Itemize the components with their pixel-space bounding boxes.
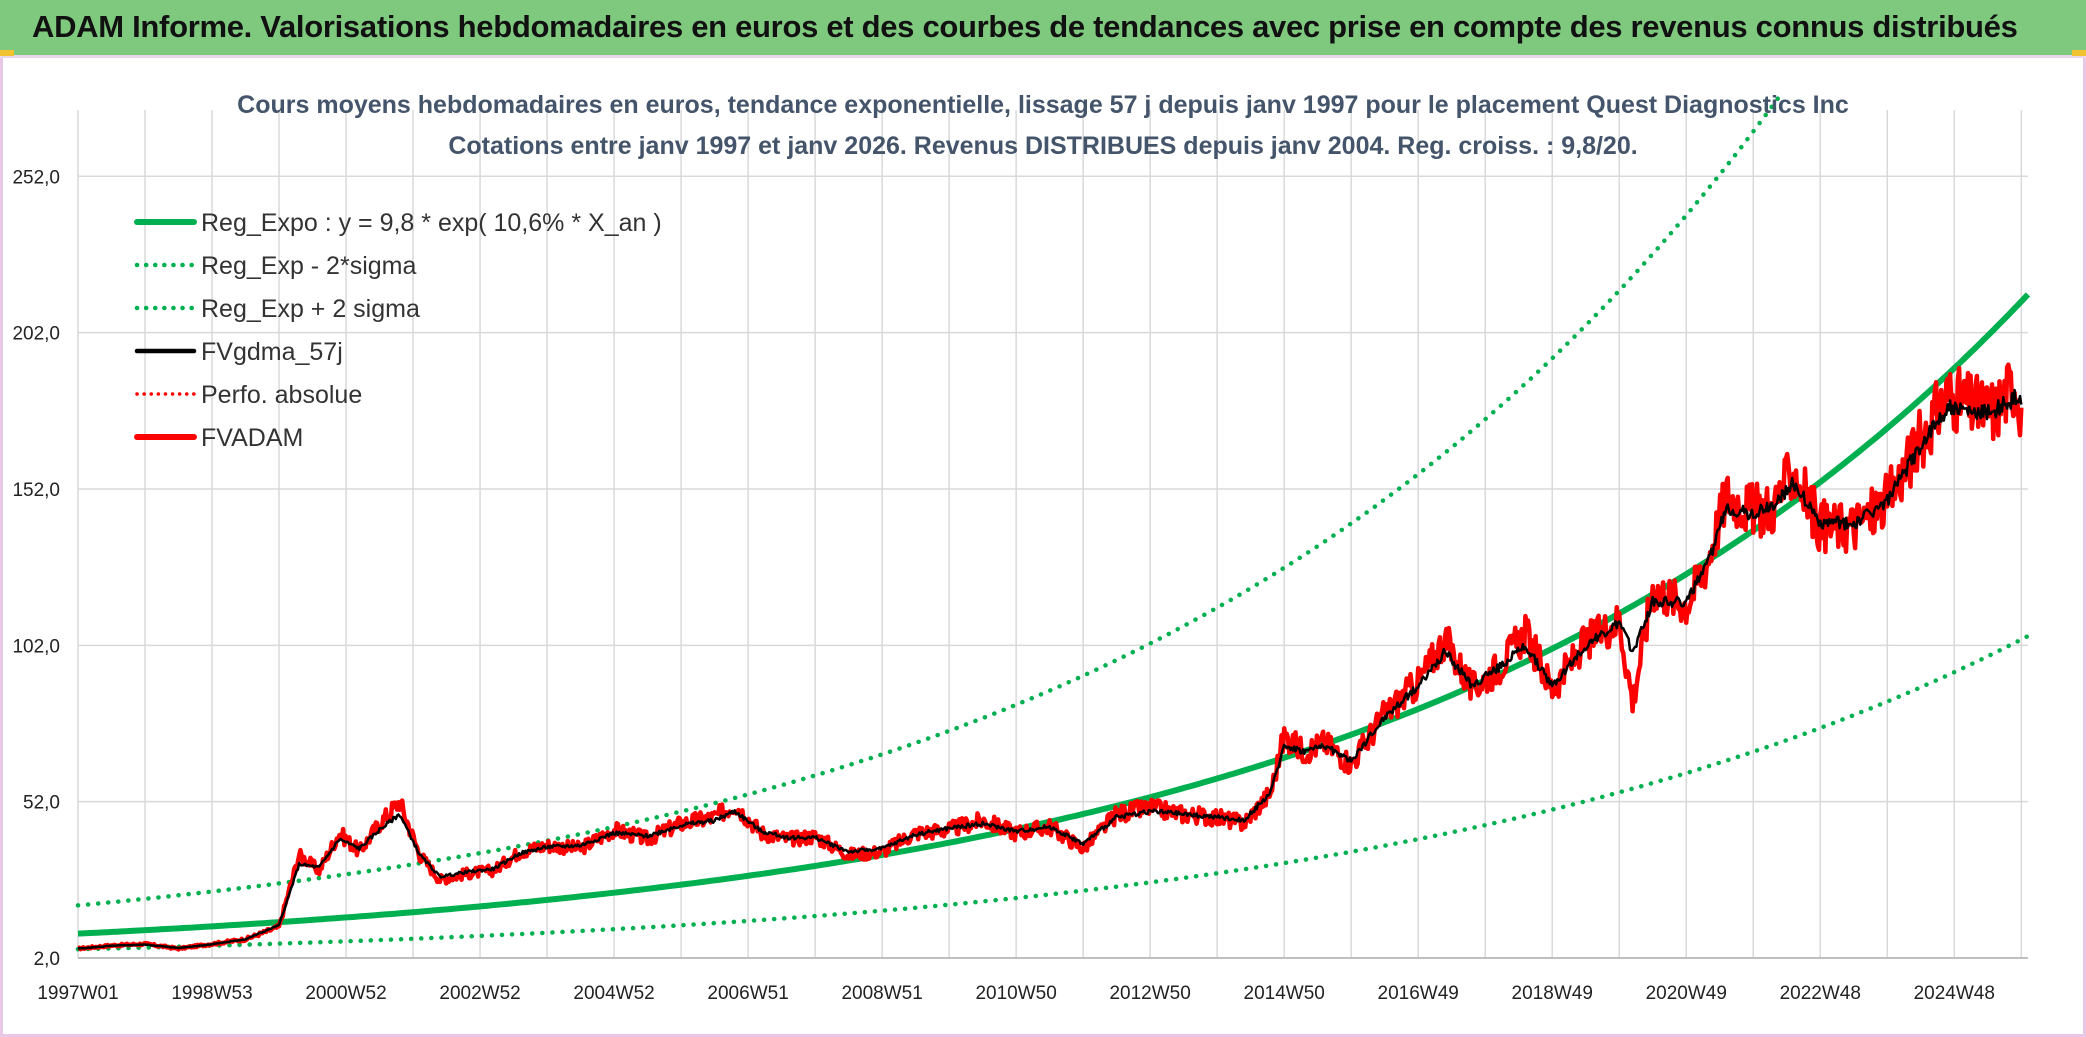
series-fvgdma-line [77,388,2023,950]
legend-label: FVgdma_57j [201,338,343,366]
x-tick-label: 2022W48 [1780,983,1861,1004]
x-tick-label: 2012W50 [1109,983,1190,1004]
x-tick-label: 2010W50 [975,983,1056,1004]
header-banner: ADAM Informe. Valorisations hebdomadaire… [0,0,2086,58]
y-tick-label: 202,0 [12,324,60,345]
series-fvadam-line [77,362,2024,952]
x-tick-label: 2000W52 [305,983,386,1004]
x-tick-label: 2004W52 [573,983,654,1004]
x-tick-label: 2016W49 [1378,983,1459,1004]
x-tick-label: 1997W01 [37,983,118,1004]
x-tick-label: 2006W51 [707,983,788,1004]
x-tick-label: 2024W48 [1914,983,1995,1004]
x-tick-label: 2020W49 [1646,983,1727,1004]
legend-label: Reg_Expo : y = 9,8 * exp( 10,6% * X_an ) [201,209,662,237]
trend-regression-curve [77,292,2031,937]
x-tick-label: 2018W49 [1512,983,1593,1004]
legend: Reg_Expo : y = 9,8 * exp( 10,6% * X_an )… [134,209,662,452]
x-tick-label: 2002W52 [439,983,520,1004]
y-tick-label: 152,0 [12,480,60,501]
x-tick-label: 2008W51 [841,983,922,1004]
y-tick-label: 252,0 [12,167,60,188]
legend-label: Reg_Exp + 2 sigma [201,295,420,323]
corner-mark-left [0,50,14,56]
chart-frame [0,58,2086,1037]
y-tick-label: 52,0 [23,793,60,814]
legend-label: FVADAM [201,424,303,452]
corner-mark-right [2072,50,2086,56]
report-title: ADAM Informe. Valorisations hebdomadaire… [32,9,2018,44]
x-tick-label: 2014W50 [1244,983,1325,1004]
data-series [77,362,2024,952]
axes: 2,0 52,0 102,0 152,0 202,0 252,0 1997W01 1998W5… [12,167,2028,1004]
chart-title-line1: Cours moyens hebdomadaires en euros, ten… [237,91,1849,119]
trend-lower-curve [75,633,2031,952]
legend-label: Perfo. absolue [201,381,362,409]
legend-label: Reg_Exp - 2*sigma [201,252,416,280]
x-tick-label: 1998W53 [171,983,252,1004]
y-tick-label: 2,0 [34,949,60,970]
y-tick-label: 102,0 [12,636,60,657]
trend-upper-curve [75,92,1787,908]
chart-title-line2: Cotations entre janv 1997 et janv 2026. … [448,132,1637,160]
trend-curves [75,92,2031,952]
